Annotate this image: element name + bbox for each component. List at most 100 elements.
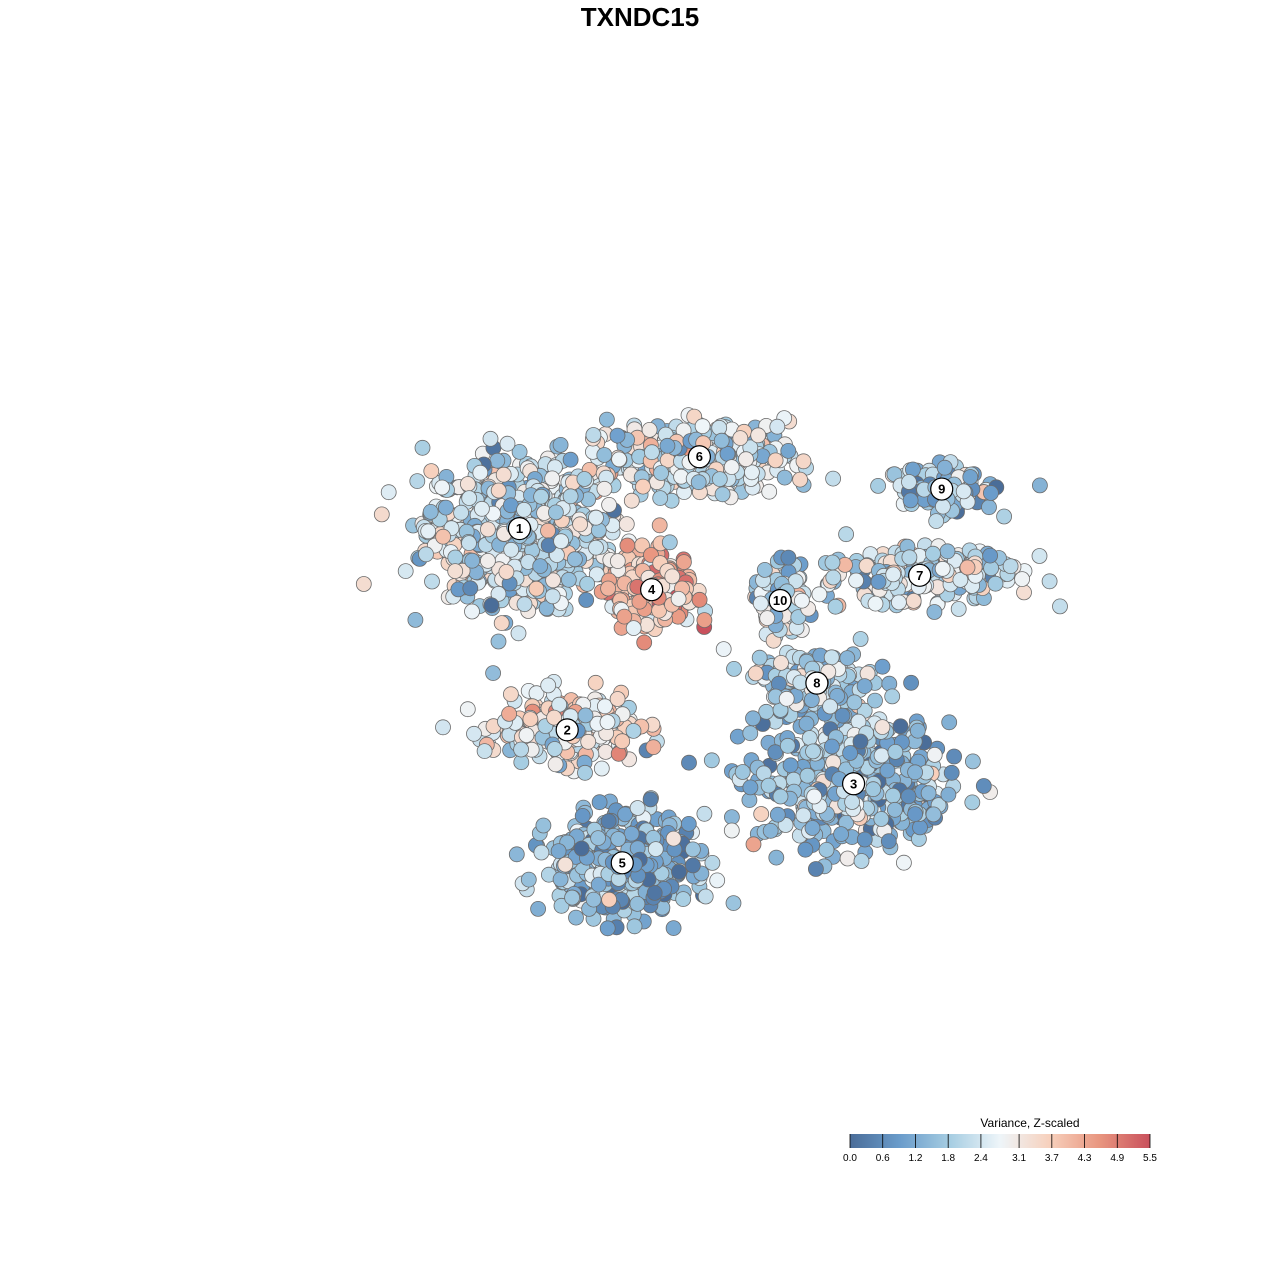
cell-point [420,523,437,540]
cell-point [593,760,610,777]
cell-point [611,451,627,468]
cluster-label-text: 6 [696,449,703,464]
cell-point [839,650,856,666]
cell-point [625,620,642,636]
legend-tick-label: 4.3 [1078,1153,1092,1164]
cell-point [434,479,451,496]
cell-point [943,764,960,781]
cell-point [544,588,561,605]
cell-point [665,830,682,847]
legend-tick-label: 4.9 [1110,1153,1124,1164]
cluster-label-badge [930,477,954,501]
cell-point [422,503,439,520]
legend-tick-label: 3.7 [1045,1153,1059,1164]
cell-point [552,871,569,888]
cell-point [887,744,904,760]
cell-point [601,891,617,908]
cluster-label-text: 2 [564,722,571,737]
cell-point [600,813,617,830]
cell-point [964,794,981,811]
cell-point [532,558,549,574]
cell-point [482,430,499,447]
cell-point [714,486,731,503]
cell-point [767,744,784,761]
cell-point [572,516,588,533]
cell-point [696,612,713,628]
cell-point [824,738,840,755]
cell-point [562,451,579,468]
cell-point [547,756,564,773]
cell-point [625,723,642,739]
cell-point [965,753,981,770]
cell-point [867,595,884,612]
cell-point [520,871,537,888]
cell-point [742,779,759,796]
cell-point [822,698,838,715]
legend-ticks: 0.0 0.6 1.2 1.8 2.4 3.1 3.7 4.3 4.9 5.5 [843,1134,1157,1164]
cell-point [680,816,697,832]
cell-point [769,806,786,823]
cell-point [752,595,769,612]
cell-point [900,788,917,805]
cluster-label-text: 1 [516,521,523,536]
chart-title: TXNDC15 [580,2,700,32]
legend-tick-label: 2.4 [974,1153,988,1164]
cell-point [576,471,593,487]
cell-point [760,777,777,794]
cell-point [795,807,812,824]
cell-point [409,473,426,490]
cell-point [670,591,687,607]
cell-point [884,688,901,705]
cell-point [647,841,664,857]
cell-point [577,764,593,781]
cluster-label-3: 3 [841,772,866,796]
cell-point [616,608,633,625]
cell-point [642,791,659,808]
cluster-label-1: 1 [507,516,532,541]
cell-point [925,545,941,562]
cell-point [533,488,549,505]
cell-point [792,471,808,488]
color-legend: Variance, Z-scaled 0.0 0.6 1.2 1.8 2.4 3.1 3.7… [843,1116,1157,1164]
cell-point [852,631,869,647]
cell-point [587,674,604,691]
cell-point [946,748,962,765]
cell-point [423,463,440,480]
legend-tick-label: 5.5 [1143,1153,1157,1164]
cell-point [907,764,923,781]
cell-point [597,698,613,715]
cell-point [461,535,477,551]
legend-tick-label: 3.1 [1012,1153,1026,1164]
cell-point [901,549,918,566]
cluster-labels: 1 2 3 4 5 6 7 8 9 10 [507,445,954,875]
cell-point [962,469,979,485]
cell-point [690,474,707,491]
cell-point [652,490,669,507]
cluster-label-badge [805,671,829,695]
cell-point [779,737,796,754]
cell-point [738,451,754,468]
cell-point [874,658,891,675]
cell-point [952,572,969,588]
cell-point [459,701,476,718]
cluster-label-badge [507,516,532,541]
cluster-label-badge [610,851,634,875]
cell-point [726,661,742,677]
cell-point [747,665,764,682]
cell-point [599,714,616,730]
cluster-label-2: 2 [555,718,579,742]
cell-point [803,692,820,708]
cell-point [795,453,812,470]
cell-point [511,443,528,460]
cluster-label-5: 5 [610,851,634,875]
cell-point [804,820,821,836]
cell-point [645,739,662,756]
cell-point [671,864,687,880]
cell-point [753,806,770,822]
cell-point [618,516,635,532]
cell-point [853,853,870,869]
cell-point [732,430,749,447]
cell-point [614,733,631,750]
cell-point [472,464,489,481]
cell-point [503,541,520,558]
